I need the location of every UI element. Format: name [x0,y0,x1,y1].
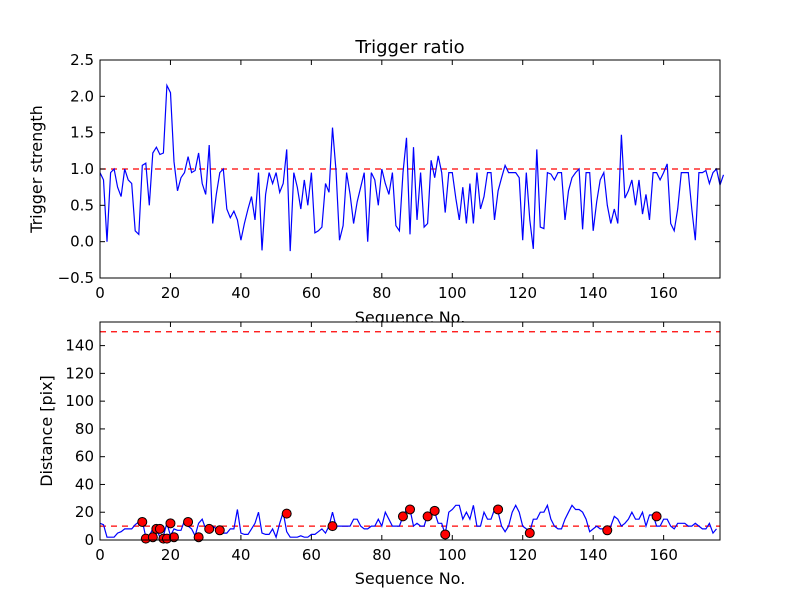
x-tick-label: 80 [372,546,391,564]
y-tick-label: 60 [75,448,94,466]
x-tick-label: 120 [508,546,537,564]
detection-point [524,528,535,539]
detection-point [214,525,225,536]
detection-point [193,532,204,543]
x-tick-label: 80 [372,284,391,302]
distance-subplot: 0 20 40 60 80 100 120 140 160020406080100120140 … [37,321,721,588]
x-tick-label: 0 [95,546,105,564]
y-tick-label: 80 [75,420,94,438]
x-tick-label: 20 [161,284,180,302]
detection-point [165,518,176,529]
top-plot-frame [99,59,721,279]
detection-point [440,529,451,540]
detection-point [147,532,158,543]
x-tick-label: 100 [438,284,467,302]
y-tick-label: 1.5 [70,124,94,142]
y-tick-label: 0.5 [70,196,94,214]
y-tick-label: 2.0 [70,87,94,105]
trigger-strength-line [99,83,725,252]
y-tick-label: 1.0 [70,160,94,178]
x-tick-label: 140 [579,284,608,302]
detection-point [154,523,165,534]
detection-point [204,523,215,534]
detection-point [405,504,415,515]
y-tick-label: 2.5 [70,51,94,69]
y-tick-label: 0 [84,531,94,549]
x-tick-label: 100 [438,546,467,564]
y-tick-label: −0.5 [58,269,94,287]
y-tick-label: 100 [65,392,94,410]
x-tick-label: 0 [95,284,105,302]
chart-title: Trigger ratio [354,37,464,58]
y-axis-label: Distance [pix] [37,375,56,487]
y-tick-label: 0.0 [70,233,94,251]
bottom-plot-frame [99,321,721,541]
x-tick-label: 20 [161,546,180,564]
detection-point [327,521,338,532]
x-axis-label: Sequence No. [355,569,466,588]
detection-point [183,516,194,527]
y-axis-label: Trigger strength [27,105,46,234]
detection-point [281,508,292,519]
x-tick-label: 160 [649,546,678,564]
x-tick-label: 160 [649,284,678,302]
x-tick-label: 120 [508,284,537,302]
detection-point [422,511,433,522]
x-tick-label: 40 [231,546,250,564]
trigger-ratio-subplot: Trigger ratio 0 20 40 60 80 100 120 140 160 −0.5 0… [27,37,725,327]
y-tick-label: 120 [65,364,94,382]
detection-point [397,511,408,522]
bottom-plot-area [100,322,720,540]
x-tick-label: 60 [302,284,321,302]
y-tick-label: 40 [75,475,94,493]
detection-point [651,511,662,522]
y-tick-label: 140 [65,337,94,355]
detection-point [137,516,148,527]
detection-point [429,505,440,516]
detection-point [493,504,504,515]
detection-point [168,532,179,543]
x-tick-label: 60 [302,546,321,564]
x-tick-label: 140 [579,546,608,564]
detection-point [602,525,613,536]
x-tick-label: 40 [231,284,250,302]
y-tick-label: 20 [75,503,94,521]
